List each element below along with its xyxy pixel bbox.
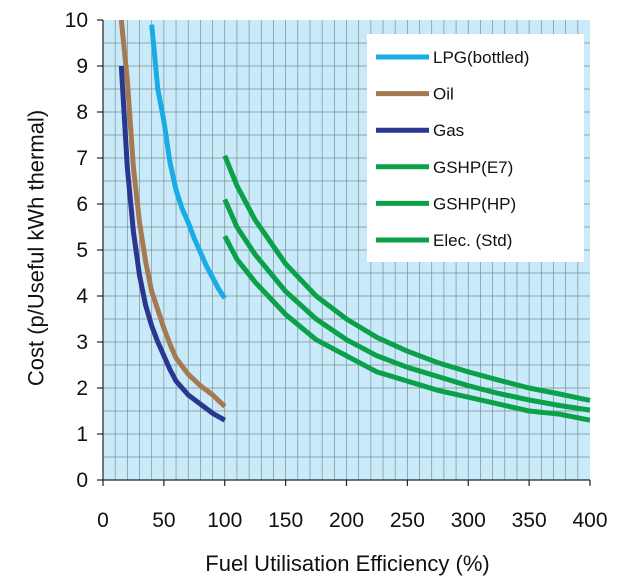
y-tick-label: 7	[76, 147, 88, 170]
legend-label: LPG(bottled)	[433, 48, 529, 67]
series-layer	[118, 19, 591, 423]
legend-label: Elec. (Std)	[433, 231, 512, 250]
series-line-gshp-e7	[222, 235, 591, 423]
y-tick-label: 8	[76, 101, 88, 124]
series-line-oil	[118, 19, 227, 409]
x-tick-label: 250	[390, 509, 425, 532]
y-tick-label: 0	[76, 469, 88, 492]
x-tick-label: 300	[451, 509, 486, 532]
series-line-elec-std	[222, 154, 591, 403]
x-tick-label: 200	[329, 509, 364, 532]
x-axis-title: Fuel Utilisation Efficiency (%)	[205, 551, 489, 576]
x-tick-label: 400	[572, 509, 607, 532]
y-tick-label: 5	[76, 239, 88, 262]
legend-label: Oil	[433, 85, 454, 104]
y-tick-label: 10	[65, 9, 88, 32]
y-tick-label: 1	[76, 423, 88, 446]
legend-box	[367, 34, 584, 262]
series-line-lpg-bottled	[149, 24, 227, 300]
y-tick-label: 9	[76, 55, 88, 78]
x-tick-label: 150	[268, 509, 303, 532]
series-line-gshp-hp	[222, 198, 591, 413]
x-tick-label: 350	[512, 509, 547, 532]
legend: LPG(bottled) Oil Gas GSHP(E7) GSHP(HP) Elec. …	[367, 34, 584, 262]
x-tick-labels: 0 50 100 150 200 250 300 350 400	[97, 509, 607, 532]
x-tick-label: 50	[152, 509, 175, 532]
legend-label: Gas	[433, 121, 464, 140]
y-axis-title: Cost (p/Useful kWh thermal)	[24, 110, 49, 386]
y-tick-label: 3	[76, 331, 88, 354]
x-tick-label: 100	[207, 509, 242, 532]
y-tick-labels: 0 1 2 3 4 5 6 7 8 9 10	[65, 9, 89, 492]
series-line-gas	[118, 65, 227, 423]
x-tick-label: 0	[97, 509, 109, 532]
legend-label: GSHP(HP)	[433, 194, 516, 213]
y-tick-label: 2	[76, 377, 88, 400]
y-tick-label: 6	[76, 193, 88, 216]
y-tick-label: 4	[76, 285, 88, 308]
axes	[97, 19, 591, 486]
legend-label: GSHP(E7)	[433, 158, 513, 177]
